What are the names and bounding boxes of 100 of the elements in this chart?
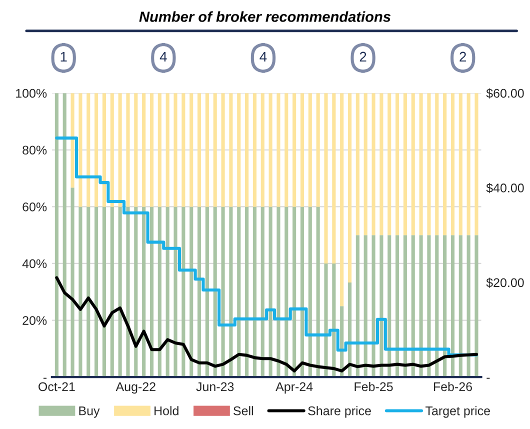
bar xyxy=(205,206,209,378)
bar xyxy=(158,93,162,207)
bar xyxy=(190,93,194,207)
bar xyxy=(292,206,296,378)
line-series xyxy=(55,276,478,372)
bar xyxy=(396,235,400,378)
bar xyxy=(150,206,154,378)
bar xyxy=(70,188,74,378)
bar xyxy=(190,206,194,378)
bar xyxy=(78,93,82,207)
bar xyxy=(78,206,82,378)
bar xyxy=(316,206,320,378)
bar xyxy=(284,206,288,378)
x-tick-label: Jun-23 xyxy=(196,382,234,392)
bar xyxy=(458,235,462,378)
bar xyxy=(292,93,296,207)
bar xyxy=(252,206,256,378)
bar xyxy=(102,206,106,378)
bar xyxy=(110,206,114,378)
bar xyxy=(372,93,376,236)
bar xyxy=(450,93,455,236)
bar xyxy=(54,93,58,378)
text: 2 xyxy=(360,52,366,62)
bar xyxy=(86,206,90,378)
y2-tick-label: - xyxy=(486,378,490,379)
bar xyxy=(396,93,400,236)
bar xyxy=(237,93,241,207)
bar xyxy=(86,93,90,207)
bar xyxy=(380,93,384,236)
bar xyxy=(134,206,138,378)
bar xyxy=(300,206,304,378)
bar xyxy=(427,93,431,236)
bar xyxy=(142,206,146,378)
bar xyxy=(324,263,328,378)
legend-label: Target price xyxy=(426,406,490,418)
bar xyxy=(126,206,130,378)
bar xyxy=(94,206,98,378)
bar xyxy=(458,93,462,236)
text: 4 xyxy=(260,52,267,62)
bar xyxy=(260,93,264,207)
bar xyxy=(70,93,74,188)
bar xyxy=(118,206,122,378)
bar xyxy=(260,206,264,378)
bar xyxy=(316,93,320,207)
bar xyxy=(450,235,455,378)
y-tick-label: 20% xyxy=(22,316,47,325)
bar xyxy=(284,93,288,207)
y2-tick-label: $20.00 xyxy=(486,278,524,288)
bar xyxy=(268,93,272,207)
bar xyxy=(94,93,98,207)
bar xyxy=(229,206,233,378)
bar xyxy=(182,93,186,207)
y-tick-label: 40% xyxy=(22,259,47,268)
bar xyxy=(197,206,202,378)
legend-label: Buy xyxy=(79,406,100,418)
bar xyxy=(388,235,392,378)
bar xyxy=(221,206,225,378)
bar xyxy=(62,93,66,378)
text: 1 xyxy=(60,52,67,62)
legend-label: Sell xyxy=(234,406,253,416)
bar xyxy=(205,93,209,207)
bar xyxy=(245,206,249,378)
legend-label: Share price xyxy=(308,406,371,418)
bar xyxy=(213,206,217,378)
bar xyxy=(142,93,146,207)
bar xyxy=(197,93,202,207)
bar xyxy=(348,282,352,378)
bar xyxy=(356,235,360,378)
text: 4 xyxy=(160,52,167,62)
bar xyxy=(276,93,280,207)
bar xyxy=(466,235,470,378)
bar xyxy=(237,206,241,378)
bar xyxy=(110,93,114,207)
bar xyxy=(118,93,122,207)
x-tick-label: Aug-22 xyxy=(116,382,156,394)
bar xyxy=(364,93,368,236)
bar xyxy=(443,235,447,378)
legend-label: Hold xyxy=(154,406,178,416)
bar xyxy=(308,93,312,207)
bar xyxy=(134,93,138,207)
bar xyxy=(443,93,447,236)
bar xyxy=(150,93,154,207)
y-tick-label: 80% xyxy=(22,146,47,155)
bar xyxy=(419,93,423,236)
bar xyxy=(308,206,312,378)
y-tick-label: - xyxy=(43,378,47,379)
bar xyxy=(300,93,304,207)
bar xyxy=(419,235,423,378)
y-tick-label: 60% xyxy=(22,202,47,212)
bar xyxy=(380,235,384,378)
bar xyxy=(182,206,186,378)
bar xyxy=(174,93,178,207)
bar xyxy=(213,93,217,207)
bar xyxy=(356,93,360,236)
bar xyxy=(388,93,392,236)
bar xyxy=(252,93,256,207)
bar xyxy=(411,235,415,378)
chart-title: Number of broker recommendations xyxy=(139,11,391,22)
bar xyxy=(411,93,415,236)
bar xyxy=(474,93,478,236)
